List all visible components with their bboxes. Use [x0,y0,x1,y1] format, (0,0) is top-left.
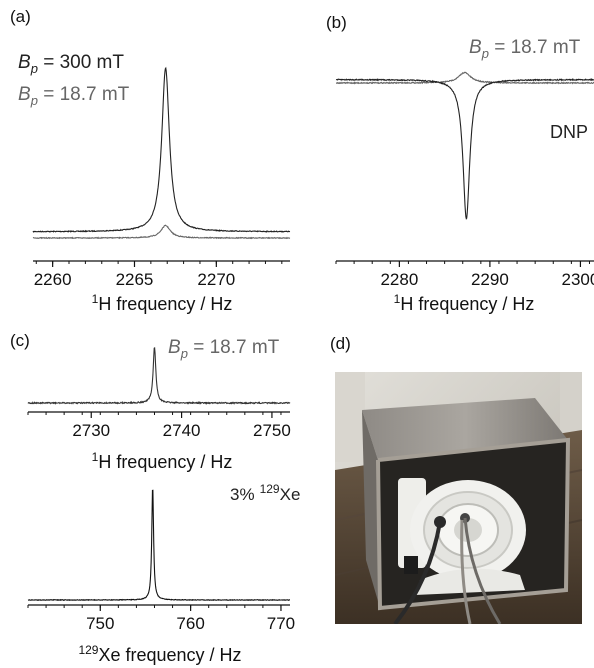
x-axis-c-bottom: 750 760 770 [27,604,295,633]
panel-label-b: (b) [326,13,347,32]
panel-a: (a) Bp = 300 mT Bp = 18.7 mT 2260 2265 227… [10,7,291,314]
annotation-dnp: DNP [550,122,588,142]
tick-label: 2750 [253,421,291,440]
tick-label: 2280 [380,270,418,289]
tick-label: 2265 [116,270,154,289]
xlabel-c-bottom: 129Xe frequency / Hz [78,643,241,665]
tick-label: 2260 [34,270,72,289]
tick-label: 2740 [163,421,201,440]
spectrum-line-a-0 [32,66,291,233]
spectrum-line-b-1 [335,77,594,220]
panel-label-d: (d) [330,334,351,353]
panel-label-c: (c) [10,331,30,350]
legend-c: Bp = 18.7 mT [168,337,280,361]
tick-label: 770 [267,614,295,633]
tick-label: 2290 [471,270,509,289]
spectrum-line-a-1 [32,224,291,240]
legend-b: Bp = 18.7 mT [469,37,581,61]
x-axis-b: 2280 2290 2300 [335,260,594,289]
tick-label: 2300 [562,270,594,289]
x-axis-a: 2260 2265 2270 [33,260,290,289]
spectra-c-top [27,346,291,405]
xlabel-b: 1H frequency / Hz [394,292,535,314]
panel-d: (d) [330,334,582,624]
xlabel-c-top: 1H frequency / Hz [92,450,233,472]
tick-label: 750 [86,614,114,633]
hardware-photo [335,372,582,624]
xlabel-a: 1H frequency / Hz [92,292,233,314]
panel-label-a: (a) [10,7,31,26]
tick-label: 2730 [72,421,110,440]
spectrum-line-c-top-0 [27,346,291,405]
spectra-b [335,71,594,220]
x-axis-c-top: 2730 2740 2750 [27,411,291,440]
panel-c: (c) Bp = 18.7 mT 2730 2740 2750 1H frequen… [10,331,300,665]
tick-label: 760 [176,614,204,633]
legend-a-2: Bp = 18.7 mT [18,84,130,108]
spectrum-line-c-bottom-0 [27,489,291,602]
legend-a-1: Bp = 300 mT [18,52,124,76]
annotation-xe: 3% 129Xe [230,482,300,504]
tick-label: 2270 [197,270,235,289]
spectrum-line-b-0 [335,71,594,85]
spectra-a [32,66,291,240]
panel-b: (b) Bp = 18.7 mT DNP 2280 2290 2300 1H fre… [326,13,594,314]
spectra-c-bottom [27,489,291,602]
